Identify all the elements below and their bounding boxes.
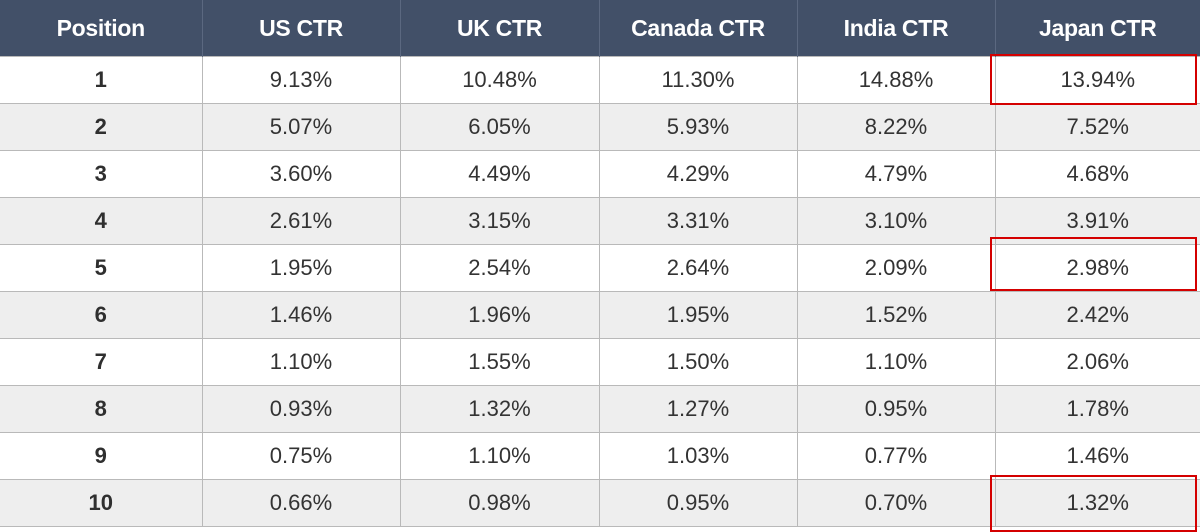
cell-canada-ctr: 2.64% (598, 244, 798, 292)
table-row: 9 0.75% 1.10% 1.03% 0.77% 1.46% (0, 432, 1200, 480)
cell-india-ctr: 1.10% (796, 338, 996, 386)
cell-position: 4 (0, 197, 203, 245)
cell-uk-ctr: 1.10% (399, 432, 600, 480)
cell-uk-ctr: 2.54% (399, 244, 600, 292)
cell-position: 10 (0, 479, 203, 527)
cell-india-ctr: 2.09% (796, 244, 996, 292)
cell-us-ctr: 0.75% (201, 432, 401, 480)
cell-canada-ctr: 1.95% (598, 291, 798, 339)
cell-uk-ctr: 4.49% (399, 150, 600, 198)
cell-uk-ctr: 3.15% (399, 197, 600, 245)
cell-us-ctr: 1.95% (201, 244, 401, 292)
cell-japan-ctr: 4.68% (994, 150, 1200, 198)
table-row: 1 9.13% 10.48% 11.30% 14.88% 13.94% (0, 56, 1200, 104)
table-row: 10 0.66% 0.98% 0.95% 0.70% 1.32% (0, 479, 1200, 527)
cell-us-ctr: 1.10% (201, 338, 401, 386)
table-row: 5 1.95% 2.54% 2.64% 2.09% 2.98% (0, 244, 1200, 292)
cell-japan-ctr: 2.42% (994, 291, 1200, 339)
header-uk-ctr: UK CTR (399, 0, 599, 57)
cell-uk-ctr: 0.98% (399, 479, 600, 527)
cell-position: 5 (0, 244, 203, 292)
header-canada-ctr: Canada CTR (598, 0, 797, 57)
cell-us-ctr: 2.61% (201, 197, 401, 245)
cell-position: 6 (0, 291, 203, 339)
cell-japan-ctr: 1.32% (994, 479, 1200, 527)
table-row: 6 1.46% 1.96% 1.95% 1.52% 2.42% (0, 291, 1200, 339)
table-body: 1 9.13% 10.48% 11.30% 14.88% 13.94% 2 5.07% 6.05… (0, 56, 1200, 527)
cell-canada-ctr: 1.03% (598, 432, 798, 480)
header-position: Position (0, 0, 202, 57)
cell-uk-ctr: 1.32% (399, 385, 600, 433)
cell-canada-ctr: 4.29% (598, 150, 798, 198)
cell-us-ctr: 3.60% (201, 150, 401, 198)
header-us-ctr: US CTR (201, 0, 400, 57)
cell-uk-ctr: 6.05% (399, 103, 600, 151)
cell-us-ctr: 9.13% (201, 56, 401, 104)
cell-position: 3 (0, 150, 203, 198)
cell-uk-ctr: 1.55% (399, 338, 600, 386)
cell-india-ctr: 8.22% (796, 103, 996, 151)
cell-japan-ctr: 3.91% (994, 197, 1200, 245)
cell-position: 1 (0, 56, 203, 104)
cell-india-ctr: 0.77% (796, 432, 996, 480)
table-row: 3 3.60% 4.49% 4.29% 4.79% 4.68% (0, 150, 1200, 198)
cell-canada-ctr: 3.31% (598, 197, 798, 245)
table-row: 8 0.93% 1.32% 1.27% 0.95% 1.78% (0, 385, 1200, 433)
table-row: 2 5.07% 6.05% 5.93% 8.22% 7.52% (0, 103, 1200, 151)
cell-india-ctr: 0.95% (796, 385, 996, 433)
cell-india-ctr: 4.79% (796, 150, 996, 198)
cell-japan-ctr: 1.46% (994, 432, 1200, 480)
cell-position: 2 (0, 103, 203, 151)
table-header: Position US CTR UK CTR Canada CTR India … (0, 0, 1200, 57)
cell-india-ctr: 0.70% (796, 479, 996, 527)
cell-position: 7 (0, 338, 203, 386)
table-row: 7 1.10% 1.55% 1.50% 1.10% 2.06% (0, 338, 1200, 386)
header-row: Position US CTR UK CTR Canada CTR India … (0, 0, 1200, 57)
table-row: 4 2.61% 3.15% 3.31% 3.10% 3.91% (0, 197, 1200, 245)
header-japan-ctr: Japan CTR (994, 0, 1200, 57)
cell-position: 9 (0, 432, 203, 480)
cell-japan-ctr: 2.06% (994, 338, 1200, 386)
cell-canada-ctr: 11.30% (598, 56, 798, 104)
cell-uk-ctr: 1.96% (399, 291, 600, 339)
cell-uk-ctr: 10.48% (399, 56, 600, 104)
cell-india-ctr: 3.10% (796, 197, 996, 245)
cell-japan-ctr: 7.52% (994, 103, 1200, 151)
cell-us-ctr: 1.46% (201, 291, 401, 339)
cell-japan-ctr: 1.78% (994, 385, 1200, 433)
cell-position: 8 (0, 385, 203, 433)
cell-japan-ctr: 2.98% (994, 244, 1200, 292)
cell-canada-ctr: 5.93% (598, 103, 798, 151)
cell-japan-ctr: 13.94% (994, 56, 1200, 104)
cell-canada-ctr: 1.50% (598, 338, 798, 386)
cell-india-ctr: 1.52% (796, 291, 996, 339)
cell-us-ctr: 0.66% (201, 479, 401, 527)
cell-canada-ctr: 0.95% (598, 479, 798, 527)
cell-us-ctr: 5.07% (201, 103, 401, 151)
cell-canada-ctr: 1.27% (598, 385, 798, 433)
header-india-ctr: India CTR (796, 0, 995, 57)
cell-us-ctr: 0.93% (201, 385, 401, 433)
cell-india-ctr: 14.88% (796, 56, 996, 104)
